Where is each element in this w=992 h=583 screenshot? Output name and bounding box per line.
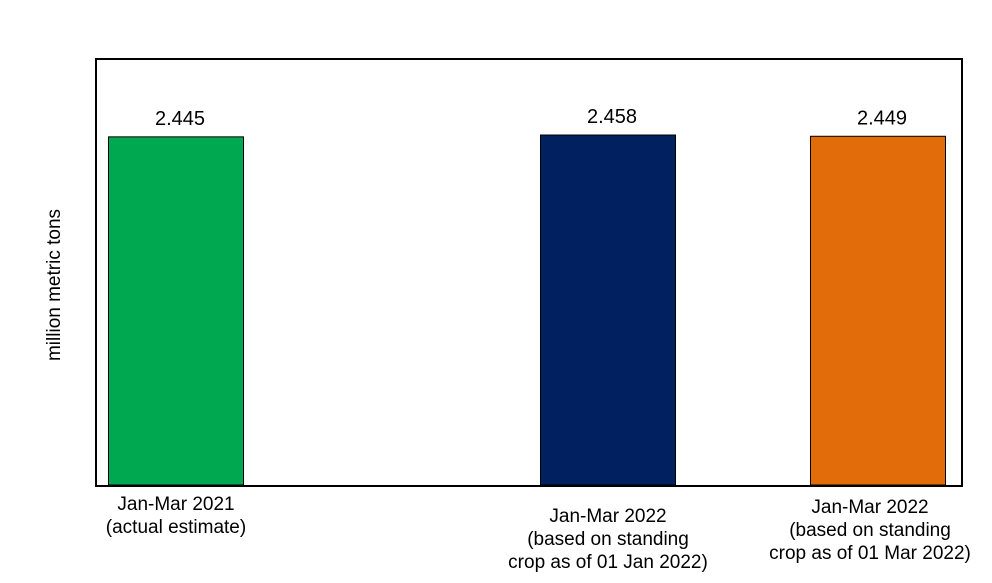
- category-labels-group: Jan-Mar 2021(actual estimate) Jan-Mar 202…: [106, 494, 971, 573]
- category-label-1-line-1: Jan-Mar 2021: [117, 494, 234, 515]
- category-label-3-line-2: (based on standing: [789, 520, 951, 541]
- y-axis-label: million metric tons: [44, 209, 65, 361]
- category-label-3-line-3: crop as of 01 Mar 2022): [769, 543, 971, 564]
- category-label-2-line-2: (based on standing: [527, 529, 689, 550]
- bar-3: [810, 135, 946, 486]
- category-label-3-line-1: Jan-Mar 2022: [811, 497, 928, 518]
- value-label-3: 2.449: [857, 107, 907, 129]
- bar-1: [108, 136, 244, 486]
- value-labels-group: 2.445 2.458 2.449: [155, 106, 907, 130]
- value-label-2: 2.458: [587, 106, 637, 128]
- bar-2: [540, 134, 676, 486]
- bars-group: [108, 134, 946, 486]
- value-label-1: 2.445: [155, 108, 205, 130]
- category-label-2-line-3: crop as of 01 Jan 2022): [508, 552, 708, 573]
- category-label-2-line-1: Jan-Mar 2022: [549, 506, 666, 527]
- category-label-1-line-2: (actual estimate): [106, 517, 246, 538]
